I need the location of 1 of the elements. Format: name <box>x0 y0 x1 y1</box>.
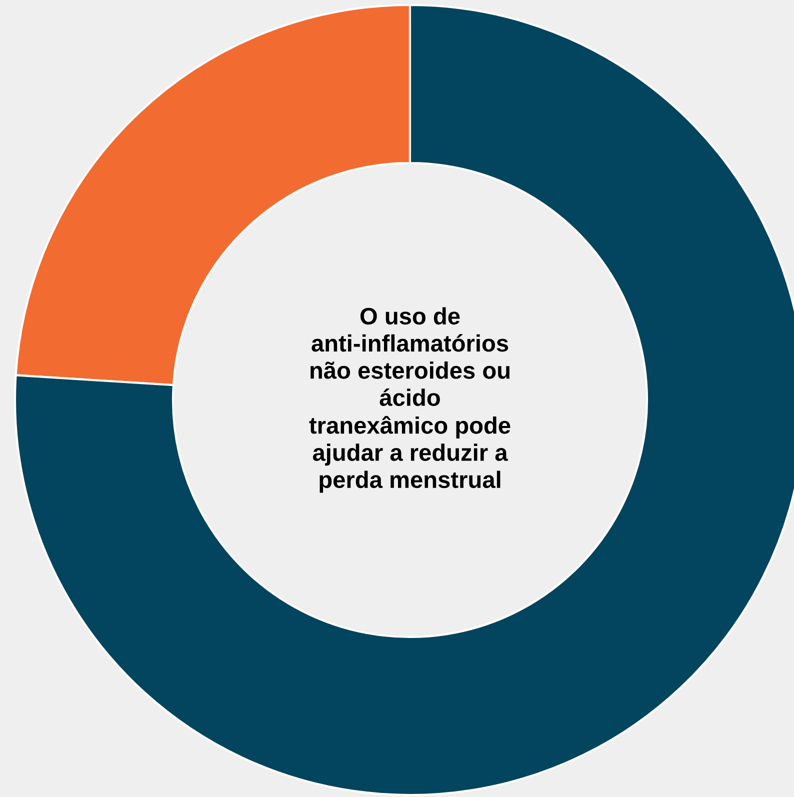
text: O uso de anti-inflamatórios não esteroides ou ácido tranexâmico pode ajudar a reduzir a perda menstrual <box>309 307 510 493</box>
